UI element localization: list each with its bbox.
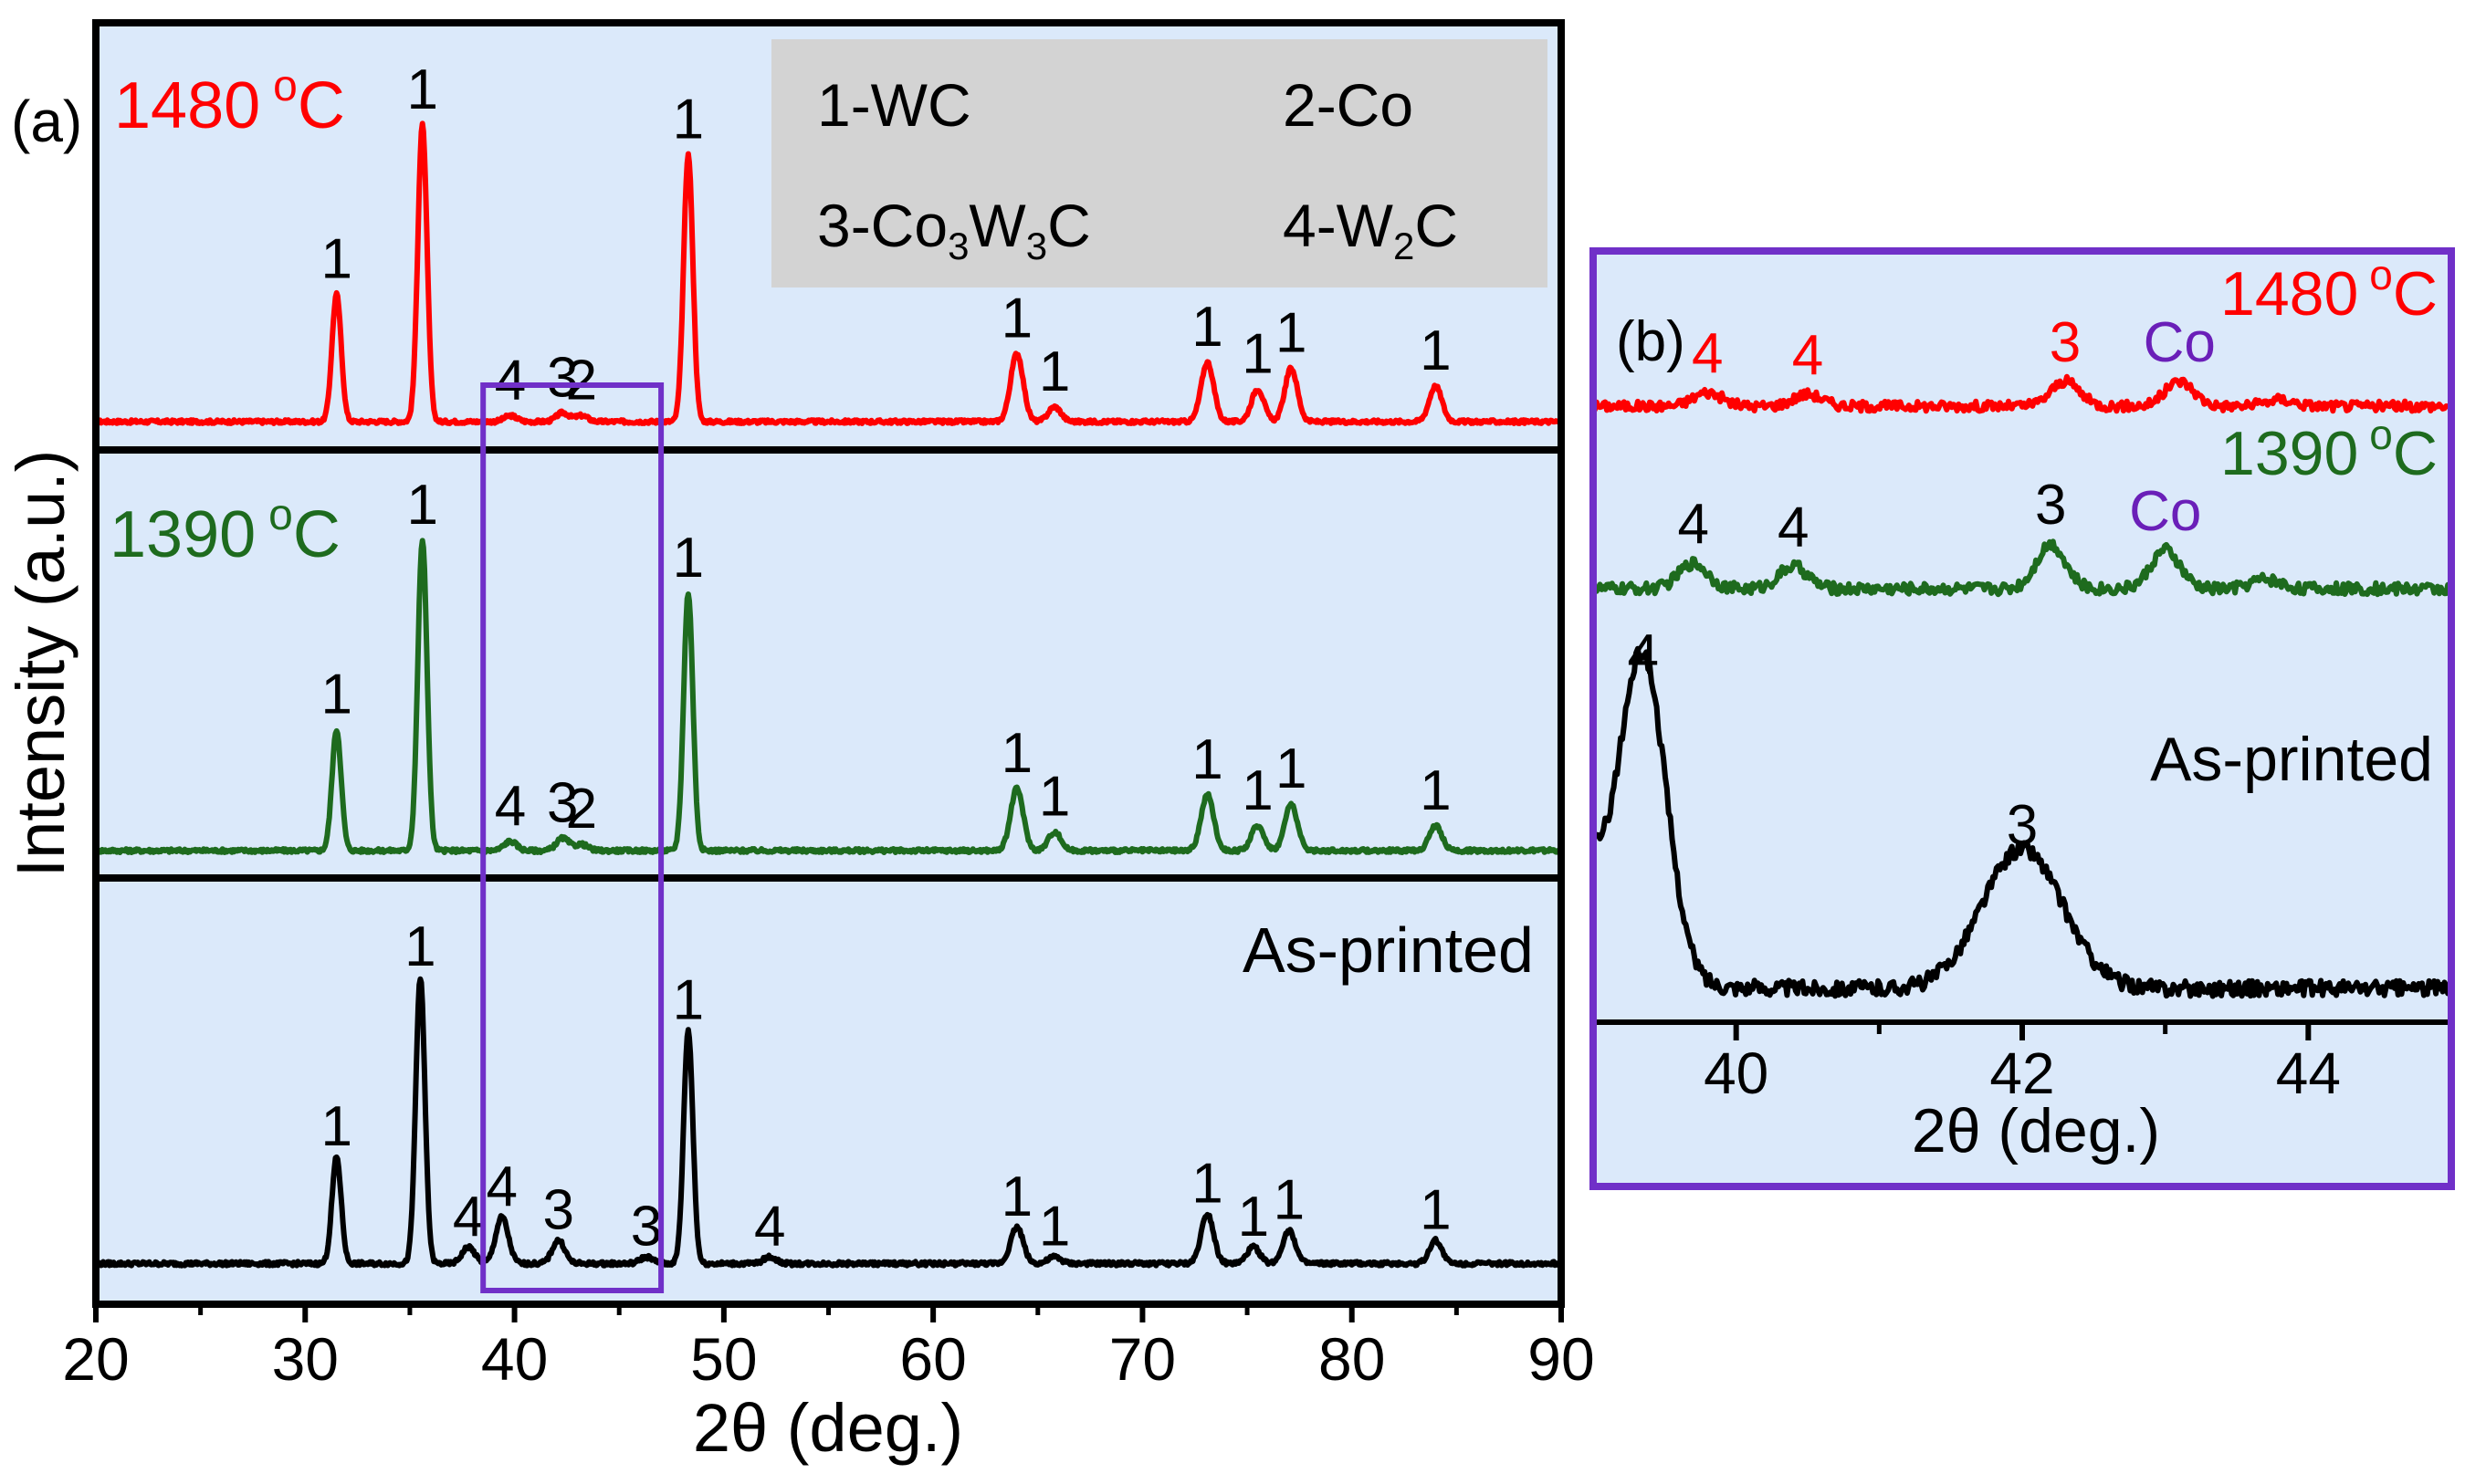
peak-label: 1 xyxy=(1191,296,1222,359)
peak-label: 1 xyxy=(406,474,437,537)
panel-b-series-line-1 xyxy=(1590,538,2454,598)
x-tick-label: 20 xyxy=(62,1325,129,1393)
x-tick-label: 50 xyxy=(690,1325,757,1393)
peak-label: 1 xyxy=(1002,1165,1033,1228)
panel-b-peak-label: 4 xyxy=(1792,324,1823,387)
x-tick-label: 80 xyxy=(1318,1325,1385,1393)
panel-b-peak-label: 4 xyxy=(1778,496,1809,559)
panel-b-curves xyxy=(1590,373,2454,999)
panel-a-x-ticks: 20 30 40 50 60 70 80 90 xyxy=(62,1304,1595,1393)
peak-label: 3 xyxy=(631,1196,662,1259)
peak-label: 1 xyxy=(406,58,437,121)
peak-label: 1 xyxy=(673,89,704,152)
peak-label: 4 xyxy=(487,1155,518,1218)
legend-entry-w2c: 4-W2C xyxy=(1283,192,1458,267)
peak-label: 1 xyxy=(1420,1179,1451,1242)
peak-label: 1 xyxy=(1275,302,1306,365)
panel-b-series-line-0 xyxy=(1591,373,2454,414)
panel-b-peak-label: Co xyxy=(2144,311,2216,374)
series-line-0 xyxy=(94,120,1564,426)
legend-entry-wc: 1-WC xyxy=(817,71,971,139)
panel-b-peak-label: 3 xyxy=(2035,474,2066,537)
peak-label: 1 xyxy=(1191,1152,1222,1215)
peak-label: 1 xyxy=(1039,340,1070,403)
peak-label: 1 xyxy=(1191,728,1222,791)
peak-label: 2 xyxy=(566,350,597,413)
panel-b-series-line-2 xyxy=(1590,645,2454,999)
peak-label: 2 xyxy=(566,778,597,841)
x-tick-label: 90 xyxy=(1527,1325,1594,1393)
peak-label: 1 xyxy=(1275,737,1306,800)
panel-a-x-axis-title: 2θ (deg.) xyxy=(693,1390,963,1466)
x-tick-label: 30 xyxy=(272,1325,339,1393)
peak-label: 1 xyxy=(1420,759,1451,822)
series-label-1390: 1390 oC xyxy=(110,491,341,571)
peak-label: 3 xyxy=(547,346,578,409)
peak-label: 1 xyxy=(1039,1196,1070,1259)
peak-label: 1 xyxy=(1002,722,1033,785)
highlight-range-box xyxy=(480,382,665,1293)
panel-b-peak-labels: 4 4 3 Co 4 4 3 Co 4 3 xyxy=(1628,311,2216,857)
panel-b-peak-label: 4 xyxy=(1677,493,1708,556)
phase-legend-background xyxy=(771,39,1547,287)
panel-a-y-axis-title: Intensity (a.u.) xyxy=(3,450,79,878)
peak-label: 4 xyxy=(495,775,526,838)
series-line-2 xyxy=(93,976,1563,1269)
panel-b-x-axis-title: 2θ (deg.) xyxy=(1912,1096,2160,1165)
peak-label: 1 xyxy=(320,227,351,290)
x-tick-label: 40 xyxy=(481,1325,548,1393)
panel-b-x-tick-label: 44 xyxy=(2276,1040,2341,1106)
series-label-as-printed: As-printed xyxy=(1243,914,1534,986)
peak-label: 1 xyxy=(1238,1186,1269,1249)
panel-b-peak-label: 3 xyxy=(2050,311,2081,374)
peak-label: 4 xyxy=(754,1196,785,1259)
panel-b-series-label-1480: 1480 oC xyxy=(2220,251,2438,329)
peak-label: 1 xyxy=(1002,287,1033,350)
panel-b-x-ticks: 40 42 44 xyxy=(1704,1022,2341,1106)
panel-b-peak-label: 4 xyxy=(1628,623,1659,686)
peak-label: 1 xyxy=(1242,322,1273,385)
panel-b-frame xyxy=(1589,247,2455,1190)
peak-label: 1 xyxy=(1242,759,1273,822)
panel-label-b: (b) xyxy=(1616,310,1685,373)
peak-label: 1 xyxy=(673,969,704,1032)
panel-a-curves xyxy=(93,120,1564,1269)
panel-b-series-label-1390: 1390 oC xyxy=(2220,411,2438,488)
x-tick-label: 70 xyxy=(1109,1325,1176,1393)
series-label-1480: 1480 oC xyxy=(114,62,345,142)
peak-label: 1 xyxy=(320,1095,351,1158)
peak-label: 1 xyxy=(673,527,704,590)
peak-label: 4 xyxy=(453,1186,484,1249)
panel-label-a: (a) xyxy=(11,89,82,154)
legend-entry-co: 2-Co xyxy=(1283,71,1413,139)
peak-label: 1 xyxy=(1039,766,1070,829)
peak-label: 1 xyxy=(1274,1169,1305,1232)
panel-b-peak-label: 4 xyxy=(1692,322,1723,385)
peak-label: 1 xyxy=(404,915,435,978)
panel-b-series-label-as-printed: As-printed xyxy=(2150,725,2433,794)
x-tick-label: 60 xyxy=(899,1325,966,1393)
peak-label: 1 xyxy=(320,663,351,726)
peak-label: 1 xyxy=(1420,319,1451,382)
panel-b-x-tick-label: 40 xyxy=(1704,1040,1768,1106)
peak-label: 3 xyxy=(547,771,578,834)
panel-b-peak-label: Co xyxy=(2129,480,2201,543)
panel-b-x-tick-label: 42 xyxy=(1989,1040,2054,1106)
phase-legend: 1-WC 2-Co 3-Co3W3C 4-W2C xyxy=(771,39,1547,287)
peak-label: 3 xyxy=(542,1179,573,1242)
series-line-1 xyxy=(93,538,1564,855)
peak-label: 4 xyxy=(495,350,526,413)
panel-b-peak-label: 3 xyxy=(2007,794,2038,857)
legend-entry-co3w3c: 3-Co3W3C xyxy=(817,192,1091,267)
